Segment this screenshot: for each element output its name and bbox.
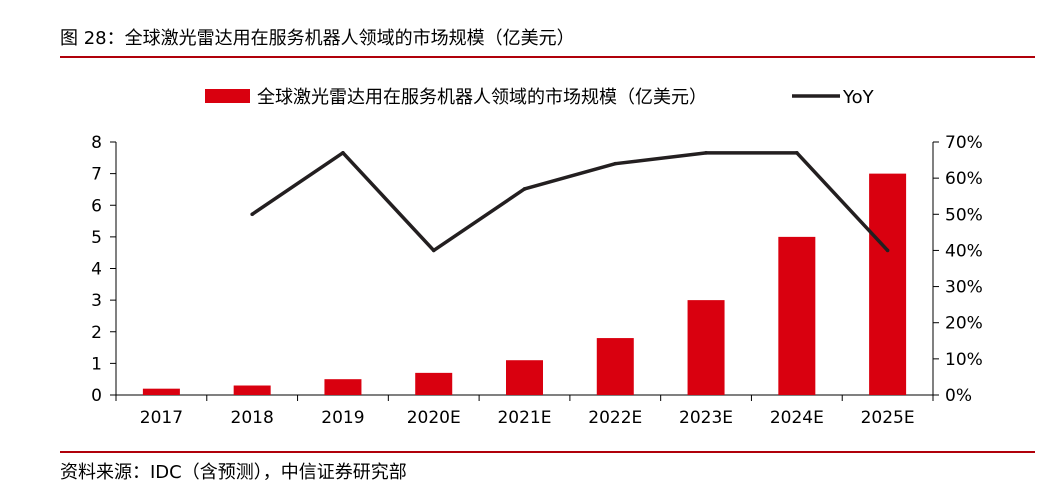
yoy-point [250, 212, 254, 217]
x-axis-tick-label: 2021E [497, 408, 551, 428]
yoy-point [341, 151, 345, 155]
right-axis-tick-label: 50% [945, 205, 983, 225]
right-axis-tick-label: 10% [945, 350, 983, 370]
x-axis-tick-label: 2022E [588, 408, 642, 428]
left-axis-tick-label: 2 [91, 323, 102, 343]
left-axis-tick-label: 3 [91, 291, 102, 311]
right-axis-tick-label: 20% [945, 314, 983, 334]
left-axis-tick-label: 5 [91, 228, 102, 248]
source-note: 资料来源：IDC（含预测），中信证券研究部 [60, 462, 407, 483]
x-axis-labels: 2017 2018 2019 2020E 2021E 2022E 2023E 2024E 202… [140, 408, 915, 428]
legend-bar-swatch [205, 89, 250, 103]
legend-bar-label: 全球激光雷达用在服务机器人领域的市场规模（亿美元） [257, 87, 707, 108]
yoy-line-series [250, 151, 890, 253]
x-axis-tick-label: 2017 [140, 408, 183, 428]
yoy-point [795, 151, 799, 155]
yoy-point [704, 151, 708, 155]
bar [778, 236, 816, 395]
bar [142, 388, 180, 395]
left-axis-labels: 0 1 2 3 4 5 6 7 8 [91, 133, 102, 406]
x-axis-tick-label: 2020E [407, 408, 461, 428]
left-axis-tick-label: 6 [91, 196, 102, 216]
right-axis-labels: 0% 10% 20% 30% 40% 50% 60% 70% [945, 133, 983, 406]
bar [506, 360, 543, 395]
bar [415, 372, 453, 395]
yoy-point [431, 248, 436, 253]
left-axis-tick-label: 1 [91, 354, 102, 374]
right-axis-tick-label: 60% [945, 169, 983, 189]
x-axis-tick-label: 2024E [770, 408, 824, 428]
x-axis-tick-label: 2023E [679, 408, 733, 428]
figure-title: 图 28：全球激光雷达用在服务机器人领域的市场规模（亿美元） [60, 28, 575, 49]
x-axis-tick-label: 2025E [861, 408, 915, 428]
bar [687, 300, 725, 395]
right-axis-tick-label: 40% [945, 241, 983, 261]
bar [869, 173, 907, 395]
right-axis-tick-label: 30% [945, 278, 983, 298]
yoy-point [522, 187, 527, 191]
left-axis-tick-label: 4 [91, 260, 102, 280]
legend: 全球激光雷达用在服务机器人领域的市场规模（亿美元） YoY [205, 87, 875, 108]
bar-series [142, 173, 907, 395]
left-axis-tick-label: 7 [91, 165, 102, 185]
yoy-point [613, 161, 618, 166]
bar [596, 338, 634, 395]
yoy-line [251, 151, 889, 253]
left-axis-tick-label: 8 [91, 133, 102, 153]
x-axis-tick-label: 2019 [321, 408, 364, 428]
right-axis-tick-label: 0% [945, 386, 972, 406]
bar [233, 385, 271, 395]
right-axis-tick-label: 70% [945, 133, 983, 153]
x-axis-tick-label: 2018 [231, 408, 274, 428]
legend-line-label: YoY [842, 87, 875, 108]
yoy-point [885, 248, 890, 253]
left-axis-tick-label: 0 [91, 386, 102, 406]
bar [324, 379, 362, 395]
